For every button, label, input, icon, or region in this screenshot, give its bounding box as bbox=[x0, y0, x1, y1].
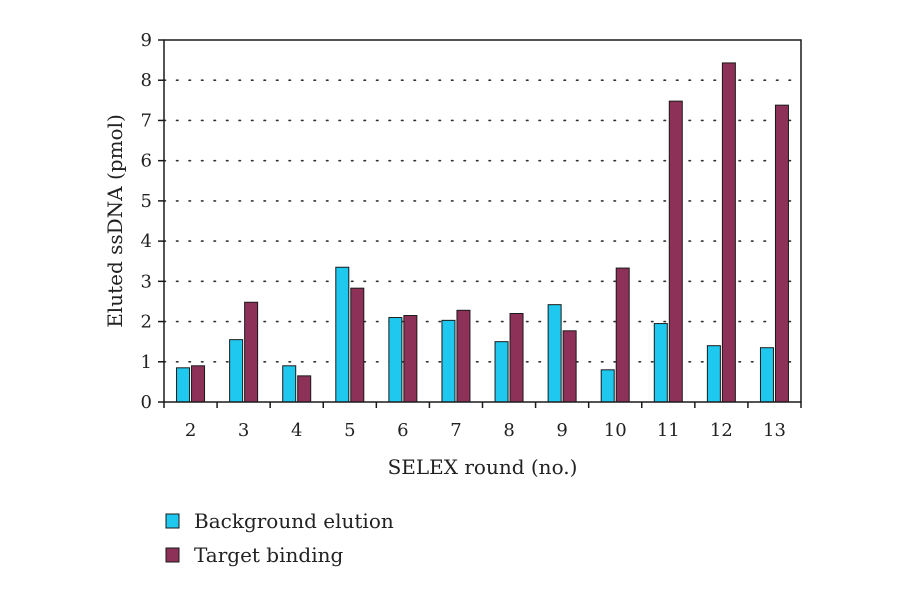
y-tick-label-5: 5 bbox=[141, 191, 152, 212]
y-axis-ticks: 0 1 2 3 4 5 6 7 8 9 bbox=[141, 30, 164, 413]
x-tick-label-6: 6 bbox=[397, 420, 408, 441]
x-tick-label-12: 12 bbox=[710, 420, 733, 441]
legend-label-0: Background elution bbox=[194, 509, 394, 533]
bar-target-binding-4 bbox=[297, 375, 312, 403]
x-tick-label-13: 13 bbox=[763, 420, 786, 441]
bar-target-binding-3 bbox=[244, 301, 259, 403]
bar-target-binding-8 bbox=[509, 313, 524, 403]
bar-target-binding-9 bbox=[562, 330, 577, 403]
y-tick-label-3: 3 bbox=[141, 271, 152, 292]
x-tick-label-8: 8 bbox=[503, 420, 514, 441]
x-tick-label-4: 4 bbox=[291, 420, 302, 441]
x-tick-label-10: 10 bbox=[604, 420, 627, 441]
bar-target-binding-7 bbox=[456, 309, 471, 403]
bar-background-elution-2 bbox=[176, 367, 191, 403]
y-tick-label-9: 9 bbox=[141, 30, 152, 51]
x-axis-ticks: 2 3 4 5 6 7 8 9 10 11 12 13 bbox=[163, 402, 802, 441]
bar-target-binding-5 bbox=[350, 287, 365, 403]
bar-background-elution-13 bbox=[759, 347, 774, 403]
bar-target-binding-6 bbox=[403, 315, 418, 403]
bar-background-elution-4 bbox=[282, 365, 297, 403]
bar-background-elution-10 bbox=[600, 369, 615, 403]
bar-background-elution-8 bbox=[494, 341, 509, 403]
legend-swatch-1 bbox=[165, 547, 180, 563]
y-tick-label-6: 6 bbox=[141, 151, 152, 172]
legend: Background elution Target binding bbox=[165, 509, 394, 567]
x-tick-label-2: 2 bbox=[185, 420, 196, 441]
bar-target-binding-11 bbox=[668, 100, 683, 403]
bar-background-elution-12 bbox=[706, 345, 721, 403]
y-axis-title: Eluted ssDNA (pmol) bbox=[103, 114, 127, 328]
bar-background-elution-9 bbox=[547, 304, 562, 403]
y-tick-label-0: 0 bbox=[141, 392, 152, 413]
bar-background-elution-6 bbox=[388, 317, 403, 403]
bar-background-elution-11 bbox=[653, 323, 668, 403]
y-tick-label-8: 8 bbox=[141, 70, 152, 91]
bar-background-elution-3 bbox=[229, 339, 244, 403]
y-tick-label-4: 4 bbox=[141, 231, 152, 252]
bar-background-elution-7 bbox=[441, 319, 456, 403]
gridlines bbox=[163, 79, 802, 363]
bar-target-binding-10 bbox=[615, 267, 630, 403]
bar-background-elution-5 bbox=[335, 266, 350, 403]
x-tick-label-5: 5 bbox=[344, 420, 355, 441]
plot-frame bbox=[163, 39, 802, 403]
bar-target-binding-12 bbox=[721, 62, 736, 403]
bar-target-binding-2 bbox=[191, 365, 206, 403]
legend-label-1: Target binding bbox=[194, 543, 343, 567]
plot-border bbox=[163, 39, 802, 403]
legend-swatch-0 bbox=[165, 513, 180, 529]
y-tick-label-7: 7 bbox=[141, 110, 152, 131]
x-axis-title: SELEX round (no.) bbox=[388, 455, 578, 479]
x-tick-label-7: 7 bbox=[450, 420, 461, 441]
y-tick-label-1: 1 bbox=[141, 352, 152, 373]
y-tick-label-2: 2 bbox=[141, 312, 152, 333]
x-tick-label-9: 9 bbox=[556, 420, 567, 441]
bars bbox=[176, 62, 789, 403]
bar-target-binding-13 bbox=[774, 104, 789, 403]
x-tick-label-3: 3 bbox=[238, 420, 249, 441]
x-tick-label-11: 11 bbox=[657, 420, 680, 441]
